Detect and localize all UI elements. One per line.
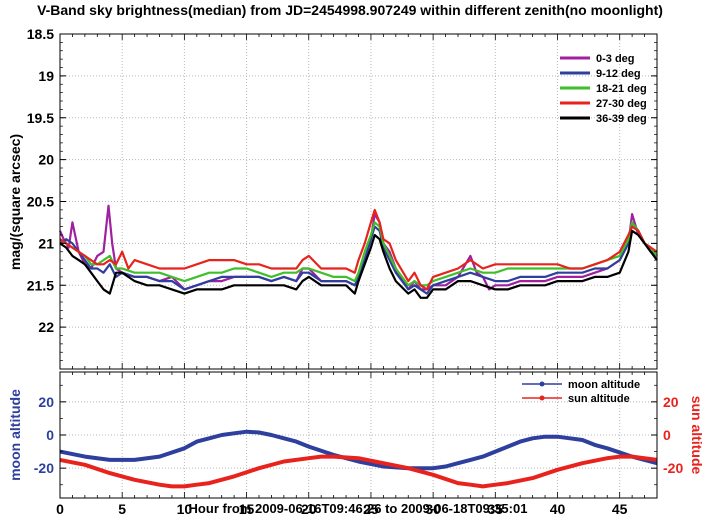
x-axis-label: Hour from 2009-06-16T09:46:26 to 2009-06… [189, 501, 528, 516]
x-tick-label: 40 [550, 501, 566, 517]
series-line-36-39-deg [59, 229, 658, 299]
sun-y-tick-label: 20 [663, 394, 679, 410]
x-tick-label: 30 [425, 501, 441, 517]
top-y-tick-label: 22 [38, 319, 54, 335]
sun-y-tick-label: -20 [663, 460, 683, 476]
sun-altitude-axis-label: sun altitude [689, 396, 703, 475]
series-line-moon-altitude [59, 429, 658, 471]
chart-title: V-Band sky brightness(median) from JD=24… [37, 2, 663, 18]
top-y-axis-label: mag/(square arcsec) [7, 134, 23, 270]
x-tick-label: 35 [488, 501, 504, 517]
bottom-y-ticks: 20 20 0 0 -20 -20 [34, 384, 683, 486]
x-ticks: 0 5 10 15 20 25 30 35 40 45 [56, 372, 645, 517]
legend-label: 0-3 deg [596, 53, 635, 65]
moon-y-tick-label: 0 [46, 427, 54, 443]
top-series [58, 204, 658, 299]
top-y-tick-label: 21 [38, 235, 54, 251]
moon-y-tick-label: -20 [34, 460, 54, 476]
series-line-27-30-deg [59, 208, 658, 291]
x-tick-label: 45 [612, 501, 628, 517]
series-line-18-21-deg [59, 221, 658, 287]
x-tick-label: 15 [239, 501, 255, 517]
legend-label: sun altitude [568, 393, 630, 405]
top-legend: 0-3 deg 9-12 deg 18-21 deg 27-30 deg 36-39 d… [560, 53, 647, 125]
x-tick-label: 10 [177, 501, 193, 517]
top-y-tick-label: 20.5 [27, 194, 54, 210]
top-y-tick-label: 20 [38, 152, 54, 168]
legend-label: 27-30 deg [596, 98, 647, 110]
top-y-tick-label: 18.5 [27, 26, 54, 42]
top-grid [60, 34, 657, 369]
legend-label: 18-21 deg [596, 83, 647, 95]
legend-marker [539, 381, 545, 387]
legend-marker [539, 395, 545, 401]
top-y-tick-label: 19 [38, 68, 54, 84]
series-line-sun-altitude [59, 454, 658, 489]
x-tick-label: 20 [301, 501, 317, 517]
top-y-tick-label: 19.5 [27, 110, 54, 126]
moon-altitude-axis-label: moon altitude [7, 389, 23, 481]
legend-label: 36-39 deg [596, 113, 647, 125]
x-tick-label: 25 [363, 501, 379, 517]
x-tick-label: 0 [56, 501, 64, 517]
series-line-9-12-deg [59, 221, 658, 295]
sun-y-tick-label: 0 [663, 427, 671, 443]
legend-label: moon altitude [568, 379, 640, 391]
bottom-legend: moon altitude sun altitude [522, 379, 640, 405]
legend-label: 9-12 deg [596, 68, 641, 80]
moon-y-tick-label: 20 [38, 394, 54, 410]
top-y-ticks: 18.5 19 19.5 20 20.5 21 21.5 22 [27, 26, 657, 369]
bottom-series [59, 429, 658, 489]
x-tick-label: 5 [118, 501, 126, 517]
top-y-tick-label: 21.5 [27, 277, 54, 293]
